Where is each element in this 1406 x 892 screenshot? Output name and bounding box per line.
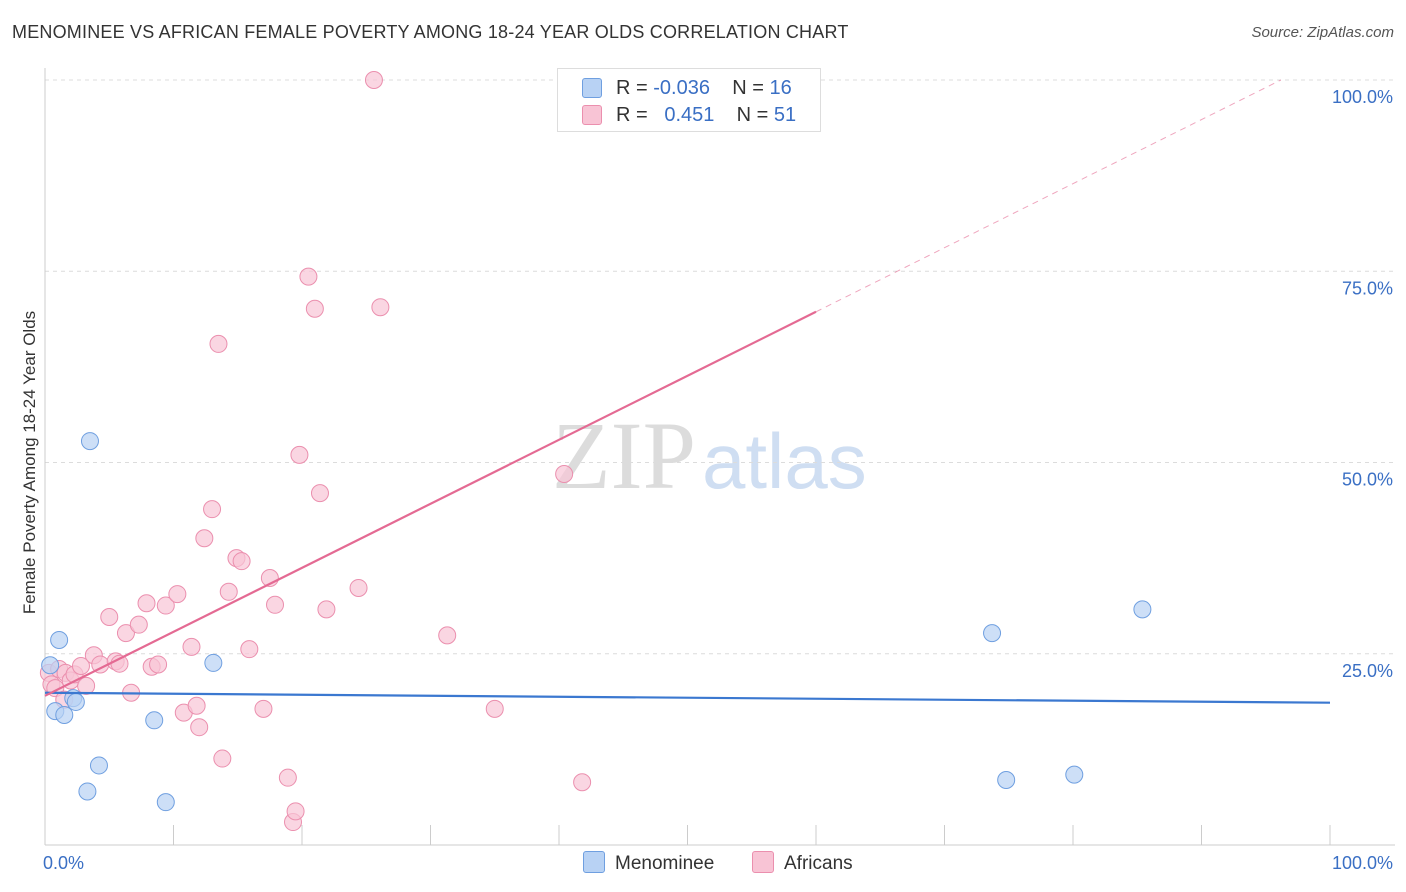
legend-menominee-label: Menominee [615, 853, 715, 874]
menominee-point [41, 656, 60, 675]
menominee-point [89, 756, 108, 775]
menominee-swatch [582, 78, 602, 98]
africans-point [209, 334, 228, 353]
africans-point [299, 267, 318, 286]
menominee-point [78, 782, 97, 801]
y-tick-label: 100.0% [1332, 87, 1393, 107]
africans-point [364, 71, 383, 89]
legend-item-africans: Africans [752, 851, 853, 875]
menominee-point [204, 653, 223, 672]
africans-point [137, 594, 156, 613]
menominee-point [1065, 765, 1084, 784]
legend-row-africans-text: R = 0.451 N = 51 [616, 104, 796, 127]
menominee-point [1133, 600, 1152, 619]
menominee-point [66, 692, 85, 711]
x-tick-label: 100.0% [1332, 853, 1393, 873]
africans-point [168, 585, 187, 604]
menominee-trend-line [44, 691, 1331, 704]
africans-point [116, 624, 135, 643]
r-label: R = [616, 104, 648, 126]
n-value-africans: 51 [773, 104, 797, 126]
menominee-point [983, 624, 1002, 643]
r-value-menominee: -0.036 [653, 77, 710, 99]
africans-point [573, 773, 592, 792]
africans-point [286, 802, 305, 821]
africans-point [149, 655, 168, 674]
menominee-point [50, 630, 69, 649]
legend-row-menominee-text: R = -0.036 N = 16 [616, 77, 792, 100]
n-label: N = [736, 104, 769, 126]
africans-point [438, 626, 457, 645]
africans-point [187, 696, 206, 715]
legend-item-menominee: Menominee [583, 851, 714, 875]
africans-point [190, 718, 209, 737]
menominee-points [41, 432, 1152, 812]
africans-point [371, 298, 390, 317]
africans-point [219, 582, 238, 601]
africans-point [310, 484, 329, 503]
africans-point [77, 676, 96, 695]
legend-africans-swatch [752, 851, 774, 873]
africans-point [290, 445, 309, 464]
n-label: N = [732, 77, 764, 99]
africans-point [317, 600, 336, 619]
r-label: R = [616, 77, 648, 99]
menominee-point [156, 793, 175, 812]
africans-point [203, 500, 222, 519]
africans-point [240, 640, 259, 659]
legend-menominee-swatch [583, 851, 605, 873]
africans-point [195, 529, 214, 548]
series-legend: Menominee Africans [0, 851, 1406, 877]
source-label: Source: ZipAtlas.com [1251, 24, 1394, 41]
africans-point [254, 699, 273, 718]
r-value-africans: 0.451 [664, 104, 715, 126]
chart-title: MENOMINEE VS AFRICAN FEMALE POVERTY AMON… [12, 22, 849, 42]
africans-point [485, 699, 504, 718]
africans-point [349, 578, 368, 597]
africans-point [156, 596, 175, 615]
africans-point [182, 637, 201, 656]
correlation-legend: R = -0.036 N = 16 R = 0.451 N = 51 [557, 68, 821, 132]
africans-point [100, 608, 119, 627]
africans-point [305, 299, 324, 318]
africans-point [71, 656, 90, 675]
africans-point [213, 749, 232, 768]
y-tick-label: 25.0% [1342, 661, 1393, 681]
menominee-point [80, 432, 99, 451]
africans-point [266, 595, 285, 614]
x-tick-label: 0.0% [43, 853, 84, 873]
menominee-point [55, 705, 74, 724]
n-value-menominee: 16 [769, 77, 792, 99]
africans-point [555, 464, 574, 483]
legend-africans-label: Africans [784, 853, 853, 874]
africans-trend-line [44, 310, 817, 697]
africans-trend-extension [815, 79, 1282, 313]
africans-point [129, 615, 148, 634]
africans-swatch [582, 105, 602, 125]
menominee-point [997, 770, 1016, 789]
menominee-point [145, 711, 164, 730]
y-tick-label: 50.0% [1342, 470, 1393, 490]
africans-point [232, 552, 251, 571]
y-axis-label: Female Poverty Among 18-24 Year Olds [20, 311, 39, 614]
y-tick-label: 75.0% [1342, 278, 1393, 298]
africans-point [278, 768, 297, 787]
